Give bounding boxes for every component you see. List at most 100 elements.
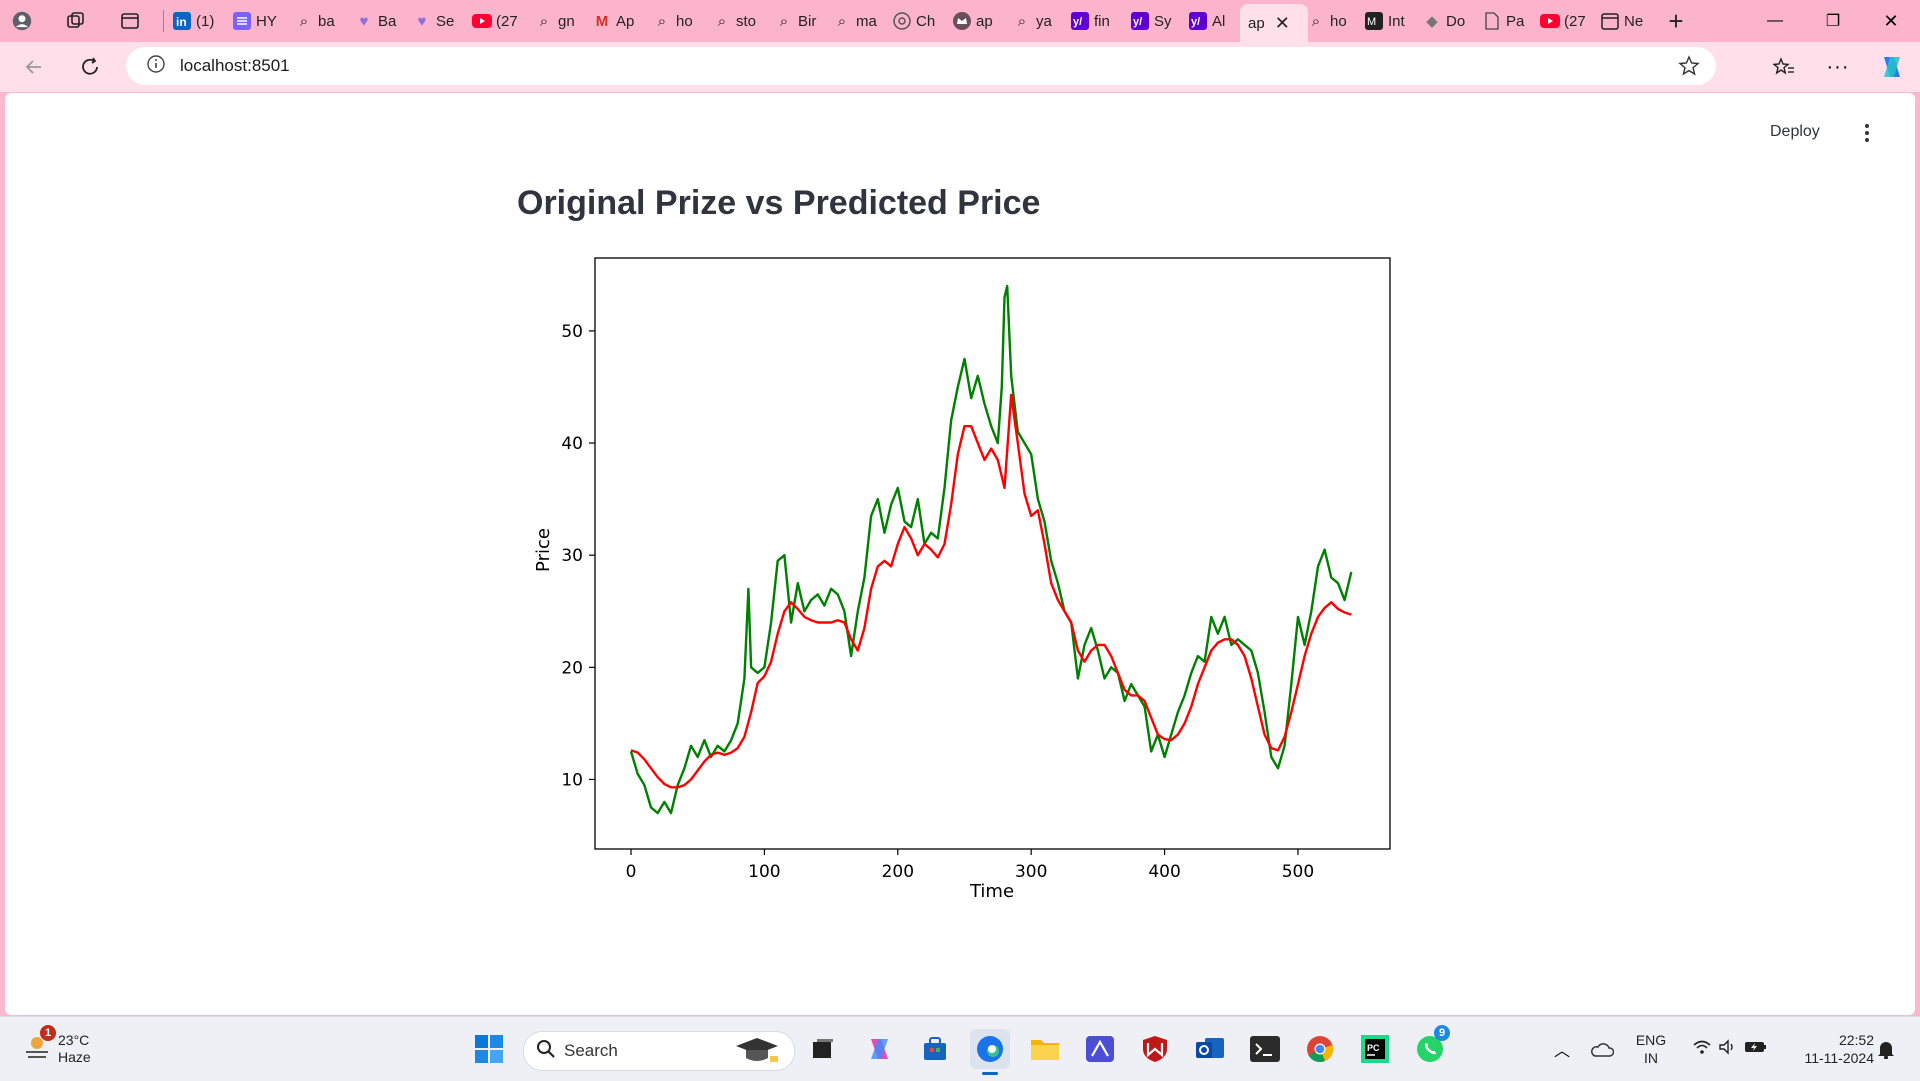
tab-youtube-2[interactable]: (27 bbox=[1540, 5, 1592, 37]
store-icon bbox=[924, 1037, 946, 1060]
whatsapp-badge: 9 bbox=[1434, 1025, 1450, 1041]
y-tick-label: 50 bbox=[561, 322, 583, 342]
tab-ya-search[interactable]: ⌕ ya bbox=[1012, 5, 1064, 37]
document-icon bbox=[1482, 11, 1502, 31]
tab-hy[interactable]: HY bbox=[232, 5, 284, 37]
restore-icon: ❐ bbox=[1825, 13, 1841, 30]
back-arrow-icon bbox=[25, 60, 41, 74]
chevron-up-icon: ︿ bbox=[1553, 1043, 1570, 1060]
plot-frame bbox=[594, 257, 1391, 850]
taskbar-app-pen[interactable] bbox=[1080, 1029, 1120, 1069]
x-tick-label: 300 bbox=[1015, 862, 1047, 882]
close-tab-icon[interactable]: ✕ bbox=[1274, 12, 1290, 33]
tab-medium[interactable]: M Int bbox=[1364, 5, 1416, 37]
tab-bir-search[interactable]: ⌕ Bir bbox=[774, 5, 824, 37]
pycharm-icon: PC bbox=[1361, 1035, 1389, 1063]
url-text[interactable]: localhost:8501 bbox=[180, 56, 290, 75]
quick-settings-button[interactable] bbox=[1680, 1029, 1780, 1069]
taskbar-app-store[interactable] bbox=[915, 1029, 955, 1069]
restore-button[interactable]: ❐ bbox=[1804, 0, 1862, 42]
tab-do[interactable]: ◆ Do bbox=[1422, 5, 1474, 37]
svg-text:PC: PC bbox=[1367, 1043, 1380, 1053]
x-tick-label: 0 bbox=[626, 862, 637, 882]
tab-se[interactable]: ♥ Se bbox=[412, 5, 462, 37]
refresh-button[interactable] bbox=[72, 49, 108, 85]
tab-ap-crown[interactable]: ap bbox=[952, 5, 1004, 37]
taskbar-search[interactable]: Search bbox=[523, 1031, 795, 1071]
show-hidden-icons-button[interactable]: ︿ bbox=[1544, 1029, 1580, 1069]
tab-pa[interactable]: Pa bbox=[1482, 5, 1534, 37]
taskbar-app-chrome[interactable] bbox=[1300, 1029, 1340, 1069]
youtube-icon bbox=[1540, 11, 1560, 31]
search-placeholder: Search bbox=[564, 1041, 618, 1060]
tab-youtube[interactable]: (27 bbox=[472, 5, 524, 37]
deploy-button[interactable]: Deploy bbox=[1770, 123, 1820, 140]
weather-temp: 23°C bbox=[58, 1032, 90, 1048]
taskbar-app-mcafee[interactable] bbox=[1135, 1029, 1175, 1069]
new-tab-button[interactable]: + bbox=[1666, 5, 1686, 37]
tab-gmail[interactable]: M Ap bbox=[592, 5, 642, 37]
tab-gn-search[interactable]: ⌕ gn bbox=[534, 5, 584, 37]
graduation-cap-icon bbox=[734, 1036, 780, 1071]
weather-widget[interactable]: 1 23°C Haze bbox=[22, 1025, 112, 1069]
language-indicator[interactable]: ENG IN bbox=[1635, 1032, 1667, 1066]
folder-icon bbox=[1031, 1040, 1059, 1060]
tab-actions-button[interactable] bbox=[120, 5, 140, 37]
diamond-icon: ◆ bbox=[1426, 13, 1438, 30]
favorites-button[interactable] bbox=[1766, 49, 1802, 85]
y-tick-label: 30 bbox=[561, 546, 583, 566]
start-button[interactable] bbox=[469, 1029, 509, 1069]
tab-actions-icon bbox=[120, 11, 140, 31]
svg-text:y/: y/ bbox=[1073, 16, 1082, 28]
back-button[interactable] bbox=[16, 49, 52, 85]
tab-ba[interactable]: ♥ Ba bbox=[354, 5, 404, 37]
workspaces-icon bbox=[66, 11, 86, 31]
taskbar-app-copilot[interactable] bbox=[860, 1029, 900, 1069]
favorite-star-icon[interactable] bbox=[1678, 55, 1700, 82]
tab-ho2-search[interactable]: ⌕ ho bbox=[1306, 5, 1358, 37]
taskbar-app-file-explorer[interactable] bbox=[1025, 1029, 1065, 1069]
taskbar-app-pycharm[interactable]: PC bbox=[1355, 1029, 1395, 1069]
profile-button[interactable] bbox=[12, 5, 32, 37]
x-tick-label: 400 bbox=[1148, 862, 1180, 882]
x-axis-label: Time bbox=[969, 881, 1014, 902]
main-menu-button[interactable] bbox=[1857, 121, 1877, 145]
minimize-button[interactable]: — bbox=[1746, 0, 1804, 42]
close-window-button[interactable]: ✕ bbox=[1862, 0, 1920, 42]
page-content: Deploy Original Prize vs Predicted Price… bbox=[5, 93, 1915, 1015]
address-bar[interactable]: localhost:8501 bbox=[126, 47, 1716, 85]
taskbar-app-outlook[interactable] bbox=[1190, 1029, 1230, 1069]
site-info-icon[interactable] bbox=[146, 54, 166, 79]
linkedin-icon: in bbox=[172, 11, 192, 31]
taskbar-app-whatsapp[interactable]: 9 bbox=[1410, 1025, 1450, 1069]
tab-yahoo-sy[interactable]: y/ Sy bbox=[1130, 5, 1182, 37]
gmail-icon: M bbox=[595, 12, 609, 30]
profile-icon bbox=[12, 11, 32, 31]
workspaces-button[interactable] bbox=[66, 5, 86, 37]
search-icon: ⌕ bbox=[837, 12, 847, 30]
onedrive-button[interactable] bbox=[1584, 1029, 1620, 1069]
taskbar-app-task-view[interactable] bbox=[803, 1029, 843, 1069]
taskbar-app-terminal[interactable] bbox=[1245, 1029, 1285, 1069]
favorites-icon bbox=[1773, 57, 1794, 75]
tab-ba-search[interactable]: ⌕ ba bbox=[294, 5, 344, 37]
notifications-button[interactable] bbox=[1870, 1029, 1902, 1069]
tab-yahoo-al[interactable]: y/ Al bbox=[1188, 5, 1240, 37]
clock[interactable]: 22:52 11-11-2024 bbox=[1804, 1032, 1874, 1066]
copilot-button[interactable] bbox=[1874, 49, 1910, 85]
volume-icon bbox=[1718, 1038, 1738, 1060]
tab-yahoo-fin[interactable]: y/ fin bbox=[1070, 5, 1122, 37]
tab-linkedin[interactable]: in (1) bbox=[172, 5, 222, 37]
heart-icon: ♥ bbox=[417, 12, 427, 30]
tab-active-app[interactable]: ap ✕ bbox=[1240, 4, 1308, 42]
tab-ne[interactable]: Ne bbox=[1600, 5, 1652, 37]
y-tick-label: 20 bbox=[561, 658, 583, 678]
bell-icon bbox=[1878, 1042, 1894, 1059]
taskbar-app-edge[interactable] bbox=[970, 1029, 1010, 1075]
tab-chatgpt[interactable]: Ch bbox=[892, 5, 944, 37]
settings-more-button[interactable]: ··· bbox=[1820, 49, 1856, 85]
tab-sto-search[interactable]: ⌕ sto bbox=[712, 5, 764, 37]
cloud-icon bbox=[1591, 1043, 1614, 1057]
tab-ho-search[interactable]: ⌕ ho bbox=[652, 5, 702, 37]
tab-ma-search[interactable]: ⌕ ma bbox=[832, 5, 886, 37]
